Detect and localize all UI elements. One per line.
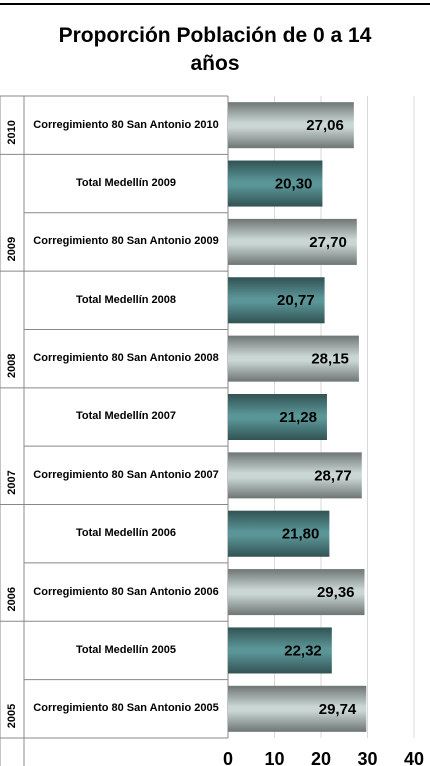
group-label: 2010 [6,120,18,144]
value-label: 21,28 [279,409,317,426]
x-tick-label: 0 [223,749,233,766]
group-label: 2009 [6,237,18,261]
group-label: 2008 [6,354,18,378]
bar-shade [228,277,325,324]
value-label: 20,77 [277,292,315,309]
category-label: Total Medellín 2007 [75,410,177,423]
bar-shade [228,569,365,616]
category-label: Corregimiento 80 San Antonio 2007 [33,468,219,481]
value-label: 21,80 [282,526,320,543]
bar-shade [228,218,357,265]
bar-shade [228,394,327,440]
x-tick-label: 10 [264,749,284,766]
bar-shade [228,102,354,149]
group-label: 2007 [6,470,18,494]
value-label: 27,70 [309,234,347,251]
value-label: 27,06 [306,117,344,134]
bar-shade [228,510,330,557]
category-label: Corregimiento 80 San Antonio 2008 [33,352,219,365]
category-label: Total Medellín 2005 [75,643,177,656]
category-label: Corregimiento 80 San Antonio 2009 [33,235,219,248]
value-label: 28,77 [314,467,352,484]
category-label: Total Medellín 2006 [75,527,177,540]
value-label: 28,15 [311,351,349,368]
value-label: 29,74 [319,701,357,718]
value-label: 20,30 [275,176,313,193]
bar-shade [228,452,362,499]
category-label: Corregimiento 80 San Antonio 2006 [33,585,219,598]
category-label: Corregimiento 80 San Antonio 2010 [33,118,219,131]
bar-shade [228,627,332,674]
group-label: 2006 [6,587,18,611]
value-label: 29,36 [317,584,355,601]
x-tick-label: 30 [357,749,377,766]
category-label: Total Medellín 2009 [75,177,177,190]
bar-shade [228,685,367,732]
x-tick-label: 20 [311,749,331,766]
x-tick-label: 40 [404,749,424,766]
chart-title: Proporción Población de 0 a 14 años [58,24,372,75]
bar-shade [228,160,323,207]
value-label: 22,32 [284,642,322,659]
category-label: Corregimiento 80 San Antonio 2005 [33,702,219,715]
bar-shade [228,335,359,382]
category-label: Total Medellín 2008 [75,293,177,306]
group-label: 2005 [6,704,18,728]
